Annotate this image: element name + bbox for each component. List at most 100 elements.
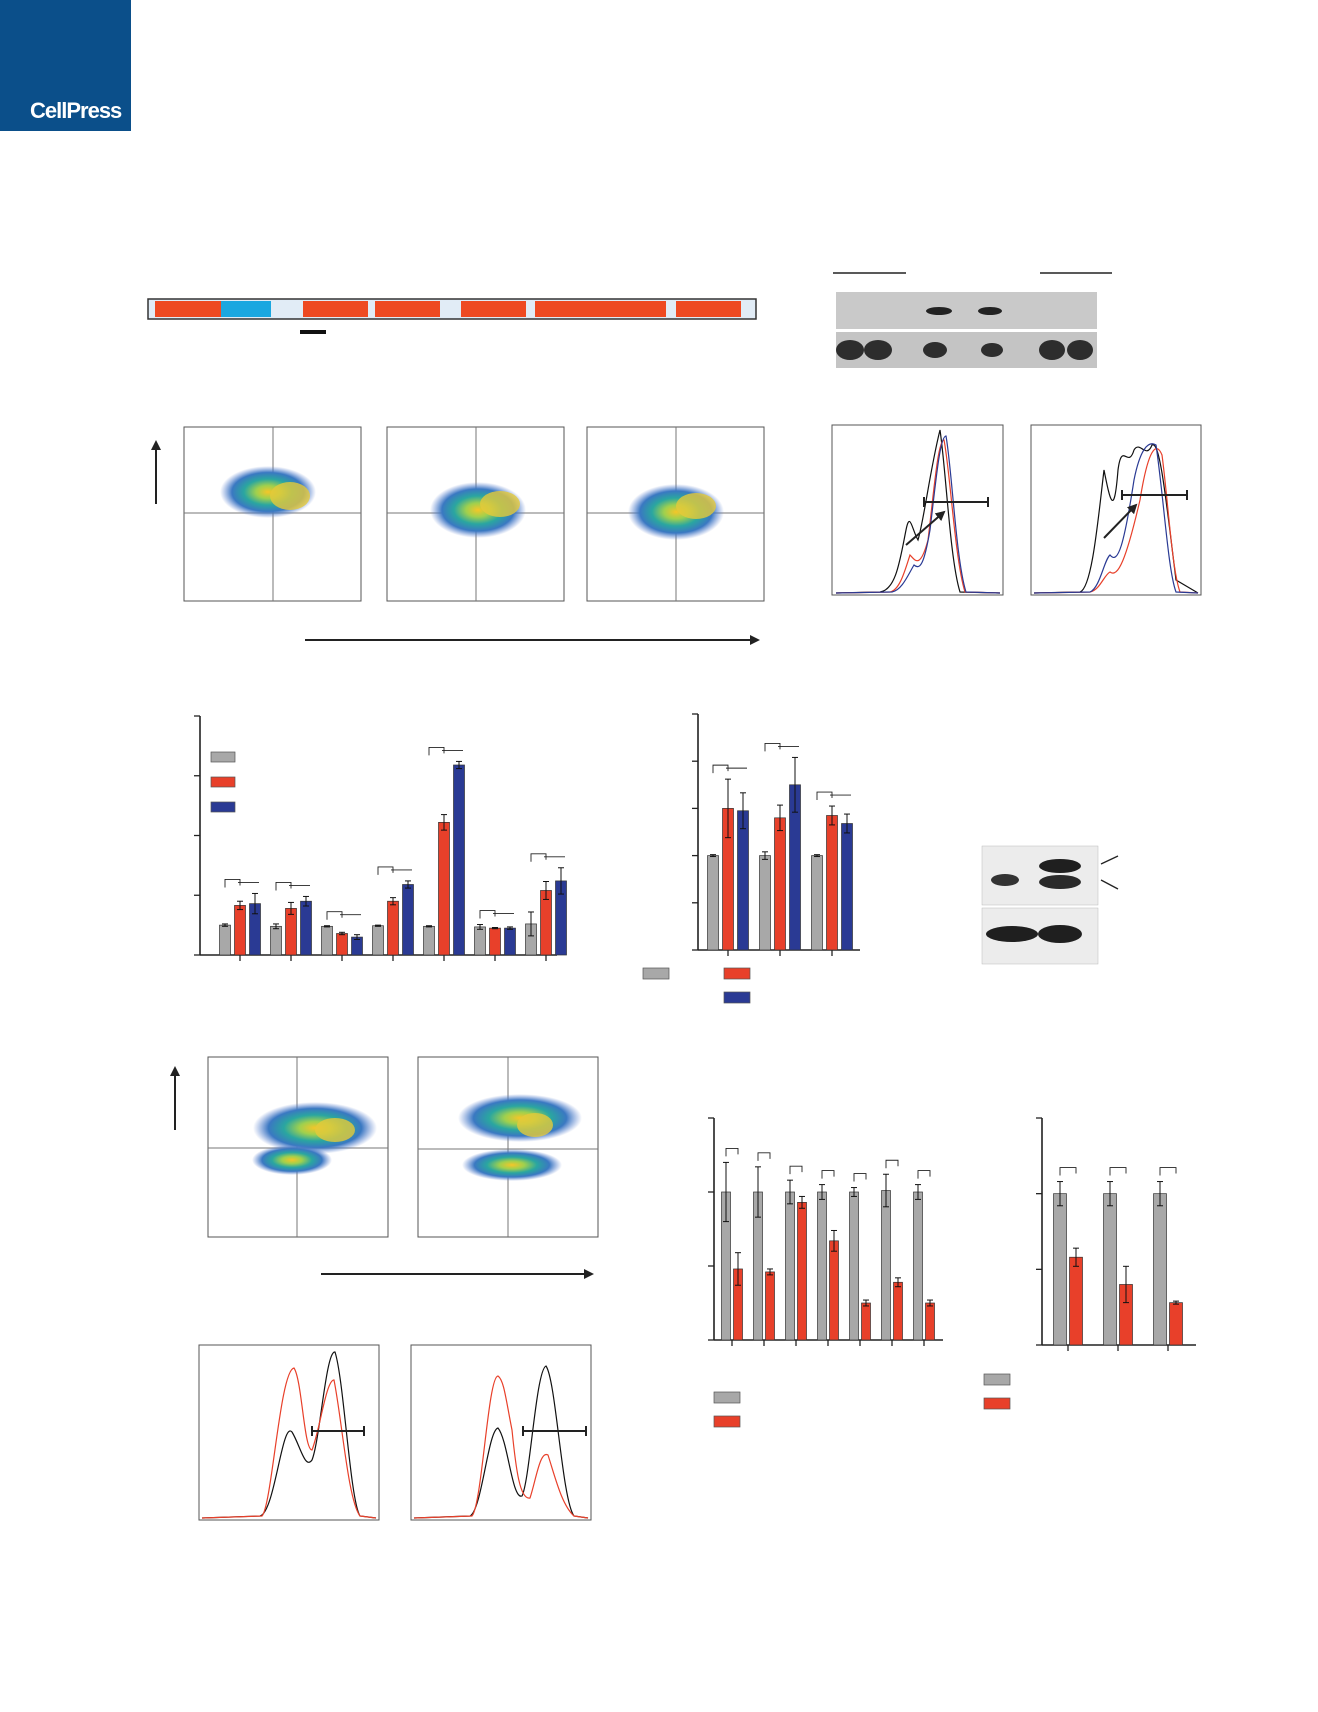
bar bbox=[1169, 1302, 1183, 1346]
legend-bottom-left bbox=[713, 1391, 741, 1428]
bar bbox=[1053, 1193, 1067, 1346]
blot-band bbox=[978, 307, 1002, 315]
bar-chart bbox=[1036, 1117, 1196, 1351]
density-plot bbox=[386, 426, 565, 602]
bar bbox=[219, 924, 231, 956]
bar bbox=[774, 817, 786, 951]
flow-density-plots-top bbox=[151, 426, 765, 645]
bar bbox=[402, 884, 414, 956]
blot-band bbox=[1067, 340, 1093, 360]
density-cloud bbox=[253, 1102, 377, 1154]
density-plot bbox=[586, 426, 765, 602]
significance-bracket bbox=[821, 1170, 835, 1179]
blot-band bbox=[991, 874, 1019, 886]
domain-segment bbox=[461, 301, 526, 317]
bar bbox=[489, 927, 501, 956]
blot-band bbox=[1039, 859, 1081, 873]
blot-band bbox=[986, 926, 1038, 942]
blot-band bbox=[1039, 340, 1065, 360]
blot-band bbox=[1039, 875, 1081, 889]
bar bbox=[1103, 1193, 1117, 1346]
significance-bracket bbox=[712, 764, 729, 774]
bar bbox=[861, 1302, 871, 1341]
domain-segment bbox=[676, 301, 741, 317]
histogram-plot bbox=[410, 1344, 592, 1521]
bar bbox=[797, 1202, 807, 1341]
blot-band bbox=[1038, 925, 1082, 943]
cellpress-logo-box bbox=[0, 0, 131, 131]
legend-mid bbox=[642, 967, 751, 1004]
domain-segment bbox=[535, 301, 666, 317]
significance-bracket bbox=[377, 866, 394, 875]
legend-swatch bbox=[983, 1397, 1011, 1410]
bar bbox=[438, 822, 450, 956]
density-cloud bbox=[458, 1094, 582, 1142]
bar-chart bbox=[708, 1117, 943, 1346]
legend-swatch bbox=[983, 1373, 1011, 1386]
bar bbox=[913, 1191, 923, 1341]
legend-swatch bbox=[210, 801, 236, 813]
western-blot-top bbox=[833, 272, 1112, 368]
histogram-plot bbox=[1030, 424, 1202, 596]
bar bbox=[841, 823, 853, 951]
blot-band bbox=[981, 343, 1003, 357]
significance-bracket bbox=[853, 1173, 867, 1182]
bar bbox=[453, 764, 465, 956]
significance-bracket bbox=[1059, 1167, 1077, 1176]
bar bbox=[336, 933, 348, 956]
histogram-plot bbox=[831, 424, 1004, 596]
significance-bracket bbox=[917, 1170, 931, 1179]
bar-chart bbox=[194, 715, 567, 961]
legend-bottom-right bbox=[983, 1373, 1011, 1410]
density-plot bbox=[183, 426, 362, 602]
significance-bracket bbox=[1159, 1167, 1177, 1176]
significance-bracket bbox=[428, 746, 445, 756]
legend-swatch bbox=[713, 1391, 741, 1404]
bar bbox=[849, 1191, 859, 1341]
domain-segment bbox=[155, 301, 221, 317]
legend-swatch bbox=[713, 1415, 741, 1428]
blot-band bbox=[864, 340, 892, 360]
significance-bracket bbox=[530, 853, 547, 862]
cellpress-logo: CellPress bbox=[30, 98, 122, 123]
bar bbox=[785, 1191, 795, 1341]
legend-swatch bbox=[723, 967, 751, 980]
bar bbox=[474, 926, 486, 956]
significance-bracket bbox=[757, 1152, 771, 1161]
bar bbox=[285, 908, 297, 956]
histogram-plot bbox=[198, 1344, 380, 1521]
bar bbox=[387, 900, 399, 956]
density-plot bbox=[207, 1056, 389, 1238]
bar bbox=[504, 927, 516, 956]
flow-density-plots-bottom bbox=[170, 1056, 599, 1279]
bar bbox=[759, 855, 771, 951]
bar bbox=[765, 1271, 775, 1341]
domain-schematic bbox=[147, 298, 757, 334]
bar bbox=[540, 890, 552, 956]
legend-left bbox=[210, 751, 236, 813]
bar bbox=[925, 1302, 935, 1341]
bar bbox=[881, 1190, 891, 1341]
blot-band bbox=[836, 340, 864, 360]
bar bbox=[423, 925, 435, 956]
significance-bracket bbox=[725, 1147, 739, 1157]
domain-segment bbox=[375, 301, 440, 317]
domain-marker bbox=[300, 330, 326, 334]
bar bbox=[707, 855, 719, 951]
western-blot-mid bbox=[981, 845, 1119, 965]
bar-chart bbox=[692, 713, 860, 956]
legend-swatch bbox=[723, 991, 751, 1004]
bar bbox=[817, 1191, 827, 1341]
significance-bracket bbox=[479, 910, 496, 919]
density-plot bbox=[417, 1056, 599, 1238]
blot-band bbox=[926, 307, 952, 315]
bar bbox=[829, 1240, 839, 1341]
significance-bracket bbox=[326, 911, 343, 920]
significance-bracket bbox=[789, 1165, 803, 1175]
domain-segment bbox=[303, 301, 368, 317]
significance-bracket bbox=[1109, 1167, 1127, 1176]
bar bbox=[893, 1281, 903, 1341]
significance-bracket bbox=[885, 1159, 899, 1169]
legend-swatch bbox=[210, 776, 236, 788]
